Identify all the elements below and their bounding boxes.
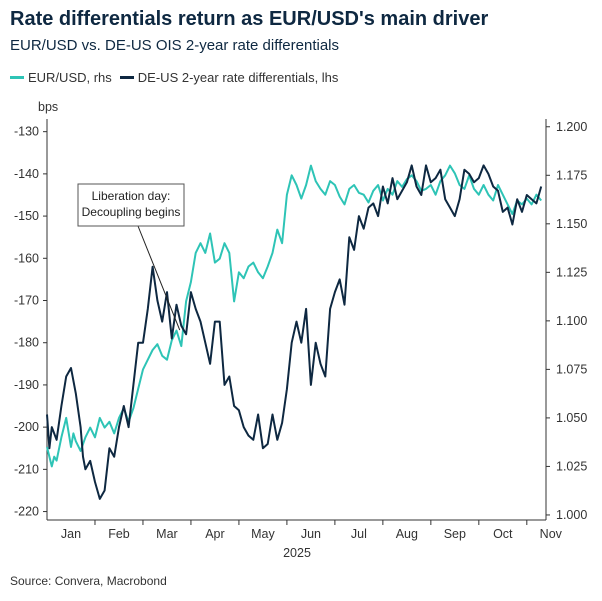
x-tick-label: Oct (493, 527, 513, 541)
legend: EUR/USD, rhs DE-US 2-year rate different… (10, 70, 346, 85)
left-tick-label: -130 (14, 125, 39, 139)
left-tick-label: -160 (14, 251, 39, 265)
right-tick-label: 1.025 (556, 459, 587, 473)
left-axis-ticks: -130 -140 -150 -160 -170 -180 -190 -200 -210 -220 (14, 125, 47, 519)
annotation: Liberation day: Decoupling begins (77, 183, 185, 331)
chart-subtitle: EUR/USD vs. DE-US OIS 2-year rate differ… (10, 37, 339, 54)
left-tick-label: -190 (14, 378, 39, 392)
x-tick-label: Sep (444, 527, 466, 541)
x-tick-label: Nov (540, 527, 563, 541)
source-note: Source: Convera, Macrobond (10, 574, 167, 588)
right-axis-ticks: 1.200 1.175 1.150 1.125 1.100 1.075 1.050 1.025… (546, 120, 587, 522)
left-tick-label: -200 (14, 420, 39, 434)
x-tick-label: Aug (396, 527, 418, 541)
x-tick-label: Jun (301, 527, 321, 541)
legend-swatch-eurusd (10, 76, 24, 79)
legend-swatch-rate-diff (119, 76, 134, 79)
right-tick-label: 1.000 (556, 508, 587, 522)
legend-label-eurusd: EUR/USD, rhs (28, 70, 112, 85)
x-tick-label: Mar (156, 527, 178, 541)
left-tick-label: -140 (14, 167, 39, 181)
series-line-eurusd (46, 164, 542, 468)
left-axis-unit: bps (38, 100, 58, 114)
chart-title: Rate differentials return as EUR/USD's m… (10, 8, 489, 30)
right-tick-label: 1.125 (556, 265, 587, 279)
x-tick-label: May (251, 527, 275, 541)
left-tick-label: -170 (14, 294, 39, 308)
x-tick-label: Apr (205, 527, 224, 541)
left-tick-label: -220 (14, 505, 39, 519)
x-tick-label: Jan (61, 527, 81, 541)
series-line-rate-diff (46, 164, 543, 500)
right-tick-label: 1.050 (556, 411, 587, 425)
right-tick-label: 1.100 (556, 314, 587, 328)
left-tick-label: -210 (14, 462, 39, 476)
x-axis: Jan Feb Mar Apr May Jun Jul Aug Sep Oct Nov (46, 119, 563, 541)
legend-item-rate-diff: DE-US 2-year rate differentials, lhs (119, 70, 339, 85)
right-tick-label: 1.075 (556, 362, 587, 376)
left-tick-label: -180 (14, 336, 39, 350)
right-tick-label: 1.200 (556, 120, 587, 134)
legend-label-rate-diff: DE-US 2-year rate differentials, lhs (137, 70, 339, 85)
annotation-text: Decoupling begins (82, 205, 181, 219)
x-tick-label: Feb (108, 527, 130, 541)
annotation-text: Liberation day: (92, 189, 171, 203)
right-tick-label: 1.150 (556, 217, 587, 231)
annotation-pointer (137, 225, 181, 331)
x-year-label: 2025 (283, 546, 311, 560)
right-tick-label: 1.175 (556, 168, 587, 182)
left-tick-label: -150 (14, 209, 39, 223)
x-tick-label: Jul (351, 527, 367, 541)
annotation-box (77, 183, 185, 227)
legend-item-eurusd: EUR/USD, rhs (10, 70, 112, 85)
series-lines (46, 164, 543, 500)
